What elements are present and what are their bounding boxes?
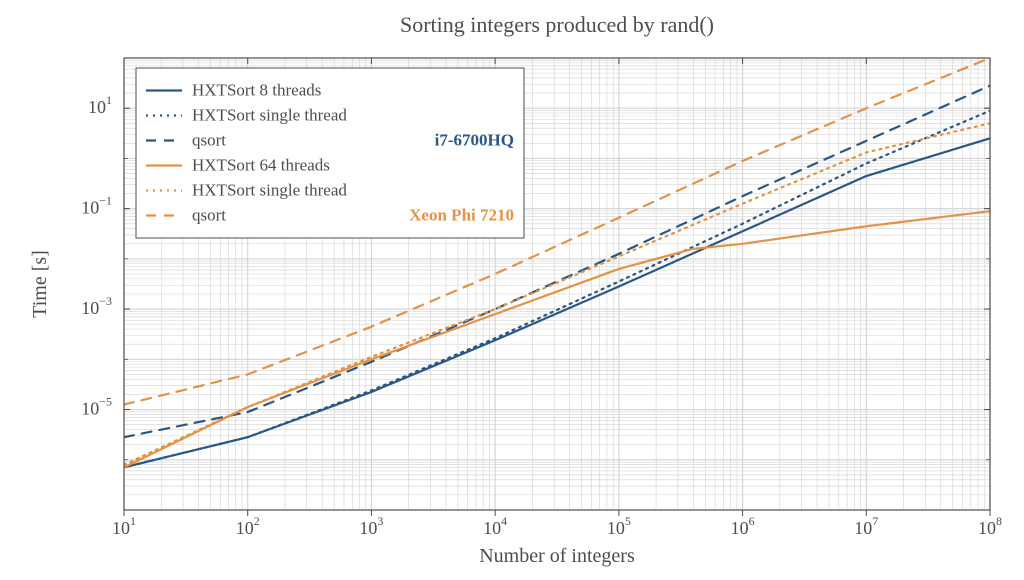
sorting-chart: 10110210310410510610710810−510−310−1101N… (0, 0, 1024, 580)
legend-item-label: qsort (192, 131, 226, 150)
legend-item-label: HXTSort single thread (192, 181, 347, 200)
legend-item-label: qsort (192, 206, 226, 225)
legend-machine-label: Xeon Phi 7210 (409, 206, 514, 225)
legend-item-label: HXTSort single thread (192, 106, 347, 125)
legend-machine-label: i7-6700HQ (435, 131, 514, 150)
legend-item-label: HXTSort 64 threads (192, 156, 330, 175)
chart-title: Sorting integers produced by rand() (400, 12, 714, 37)
legend: HXTSort 8 threads HXTSort single thread qs… (136, 68, 524, 238)
legend-item-label: HXTSort 8 threads (192, 81, 321, 100)
x-axis-title: Number of integers (479, 545, 635, 567)
y-axis-title: Time [s] (29, 250, 51, 318)
